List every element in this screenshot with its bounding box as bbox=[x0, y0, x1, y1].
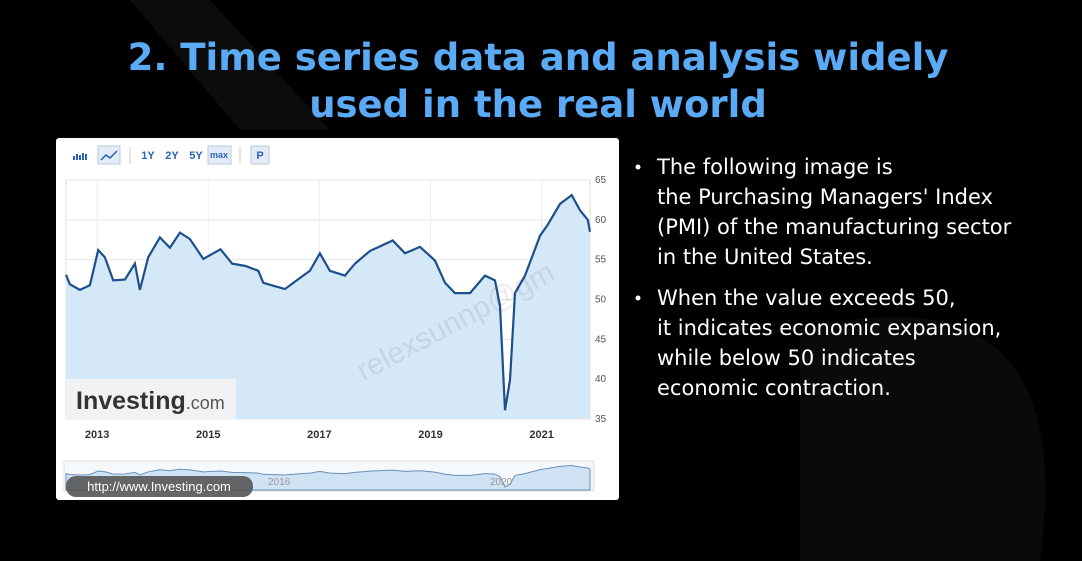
decor bbox=[130, 0, 330, 130]
bullet-line: while below 50 indicates bbox=[657, 346, 916, 370]
p-button[interactable]: P bbox=[256, 150, 263, 162]
bullet-line: in the United States. bbox=[657, 245, 873, 269]
navigator-label: 2016 bbox=[268, 477, 291, 488]
bullet-dot bbox=[635, 295, 641, 301]
line-icon-glyph bbox=[100, 150, 118, 161]
x-tick-label: 2021 bbox=[529, 429, 553, 441]
x-tick-label: 2013 bbox=[85, 429, 109, 441]
range-button[interactable]: 5Y bbox=[189, 150, 203, 162]
bullet-dot bbox=[635, 164, 641, 170]
y-tick-label: 55 bbox=[595, 255, 607, 266]
bullet-line: economic contraction. bbox=[657, 376, 891, 400]
logo: Investing.com bbox=[76, 387, 225, 415]
x-tick-label: 2015 bbox=[196, 429, 220, 441]
navigator-label: 2020 bbox=[490, 477, 513, 488]
bullet-line: The following image is bbox=[656, 155, 893, 179]
title-line: used in the real world bbox=[309, 83, 767, 126]
range-button[interactable]: 2Y bbox=[165, 150, 179, 162]
line bbox=[64, 193, 592, 411]
bullet-line: (PMI) of the manufacturing sector bbox=[657, 215, 1012, 239]
url: http://www.Investing.com bbox=[87, 479, 231, 494]
y-tick-label: 45 bbox=[595, 334, 607, 345]
logo-main: Investing bbox=[76, 387, 186, 415]
x-tick-label: 2017 bbox=[307, 429, 331, 441]
decor bbox=[800, 316, 1046, 561]
range-button[interactable]: 1Y bbox=[141, 150, 155, 162]
y-tick-label: 40 bbox=[595, 374, 607, 385]
range-button[interactable]: max bbox=[210, 150, 228, 160]
bullet-line: the Purchasing Managers' Index bbox=[657, 185, 993, 209]
line-icon[interactable] bbox=[97, 145, 121, 165]
url-pill bbox=[66, 476, 253, 497]
y-tick-label: 60 bbox=[595, 215, 607, 226]
y-tick-label: 65 bbox=[595, 175, 607, 186]
logo-bg bbox=[66, 379, 236, 419]
bullet-line: When the value exceeds 50, bbox=[657, 286, 956, 310]
bar-icon-glyph bbox=[73, 153, 87, 160]
title-line: 2. Time series data and analysis widely bbox=[128, 36, 949, 79]
y-tick-label: 35 bbox=[595, 414, 607, 425]
y-tick-label: 50 bbox=[595, 295, 607, 306]
bullet-line: it indicates economic expansion, bbox=[657, 316, 1001, 340]
logo-suffix: .com bbox=[186, 393, 225, 413]
x-tick-label: 2019 bbox=[418, 429, 442, 441]
p-button-bg bbox=[250, 145, 270, 165]
max-button-bg bbox=[207, 145, 232, 165]
